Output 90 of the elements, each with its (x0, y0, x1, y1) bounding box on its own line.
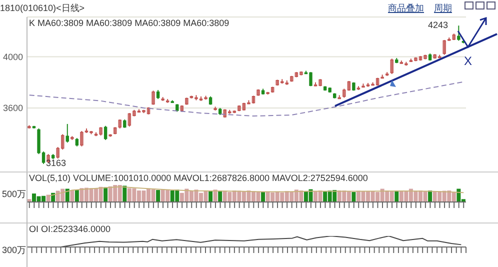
bar (70, 190, 74, 202)
candlestick (142, 109, 146, 114)
annotation: X (464, 54, 472, 68)
text: OI OI:2523346.0000 (29, 224, 111, 234)
candlestick (214, 106, 217, 112)
candlestick (452, 33, 456, 41)
candlestick (137, 108, 141, 113)
candlestick (342, 88, 346, 98)
text: 周期 (434, 2, 452, 15)
candlestick (70, 136, 74, 140)
candlestick (66, 123, 69, 144)
candlestick (366, 82, 370, 88)
candlestick (190, 95, 194, 99)
candlestick (362, 83, 365, 88)
candlestick (199, 96, 203, 102)
candlestick (347, 80, 351, 92)
candlestick (61, 134, 64, 150)
bar (74, 190, 79, 202)
candlestick (266, 91, 270, 95)
candlestick (318, 78, 322, 87)
bar (352, 192, 356, 202)
candlestick (314, 82, 318, 87)
candlestick (371, 82, 374, 86)
candlestick (400, 60, 404, 64)
candlestick (80, 130, 84, 147)
candlestick (385, 72, 389, 76)
candlestick (252, 95, 256, 104)
candlestick (438, 54, 442, 58)
candlestick (94, 132, 98, 137)
candlestick (448, 36, 451, 42)
candlestick (118, 118, 122, 129)
bar (213, 190, 218, 202)
candlestick (228, 109, 232, 114)
candlestick (290, 75, 294, 82)
candlestick (99, 126, 102, 136)
annotation: 4243 (428, 20, 448, 30)
candlestick (128, 112, 132, 128)
text: 500万 (2, 188, 26, 201)
candlestick (433, 54, 436, 60)
candlestick (442, 40, 446, 56)
candlestick (232, 110, 236, 114)
candlestick (338, 94, 341, 100)
candlestick (409, 58, 413, 62)
candlestick (152, 90, 155, 106)
candlestick (380, 74, 384, 79)
candlestick (28, 124, 31, 129)
candlestick (90, 130, 93, 135)
candlestick (185, 97, 188, 106)
candlestick (223, 108, 226, 118)
candlestick (376, 77, 380, 86)
candlestick (204, 95, 208, 100)
candlestick (300, 70, 303, 76)
candlestick (424, 54, 427, 60)
candlestick (194, 94, 198, 101)
candlestick (418, 56, 422, 62)
text: 300万 (2, 244, 26, 257)
candlestick (104, 125, 108, 140)
candlestick (247, 100, 250, 105)
candlestick (238, 104, 241, 112)
candlestick (166, 98, 170, 104)
annotation: 3163 (46, 158, 66, 168)
candlestick (108, 134, 112, 138)
candlestick (457, 25, 460, 42)
candlestick (132, 109, 136, 117)
candlestick (285, 80, 288, 86)
y-tick-label: 4000 (2, 52, 23, 62)
candlestick (242, 102, 246, 112)
candlestick (276, 79, 279, 86)
candlestick (256, 88, 260, 96)
y-tick-label: 3600 (2, 103, 23, 114)
bar (122, 186, 127, 202)
candlestick (84, 128, 88, 134)
candlestick (414, 56, 418, 62)
candlestick (356, 86, 360, 91)
line-series (28, 81, 464, 117)
candlestick (280, 78, 284, 84)
candlestick (390, 58, 394, 75)
candlestick (114, 126, 117, 135)
bar (104, 187, 108, 202)
candlestick (404, 61, 408, 66)
candlestick (161, 96, 164, 102)
candlestick (56, 146, 60, 160)
text: 商品叠加 (388, 2, 424, 15)
text: VOL(5,10) VOLUME:1001010.0000 MAVOL1:2687826.8000 MAVOL2:2752594.6000 (29, 173, 368, 183)
candlestick (294, 72, 298, 78)
bar (46, 194, 50, 202)
bar (156, 190, 160, 202)
annotation: K MA60:3809 MA60:3809 MA60:3809 MA60:3809 (29, 18, 230, 28)
candlestick (270, 86, 274, 94)
chart-title: 1810(010610)<日线> (0, 2, 85, 15)
